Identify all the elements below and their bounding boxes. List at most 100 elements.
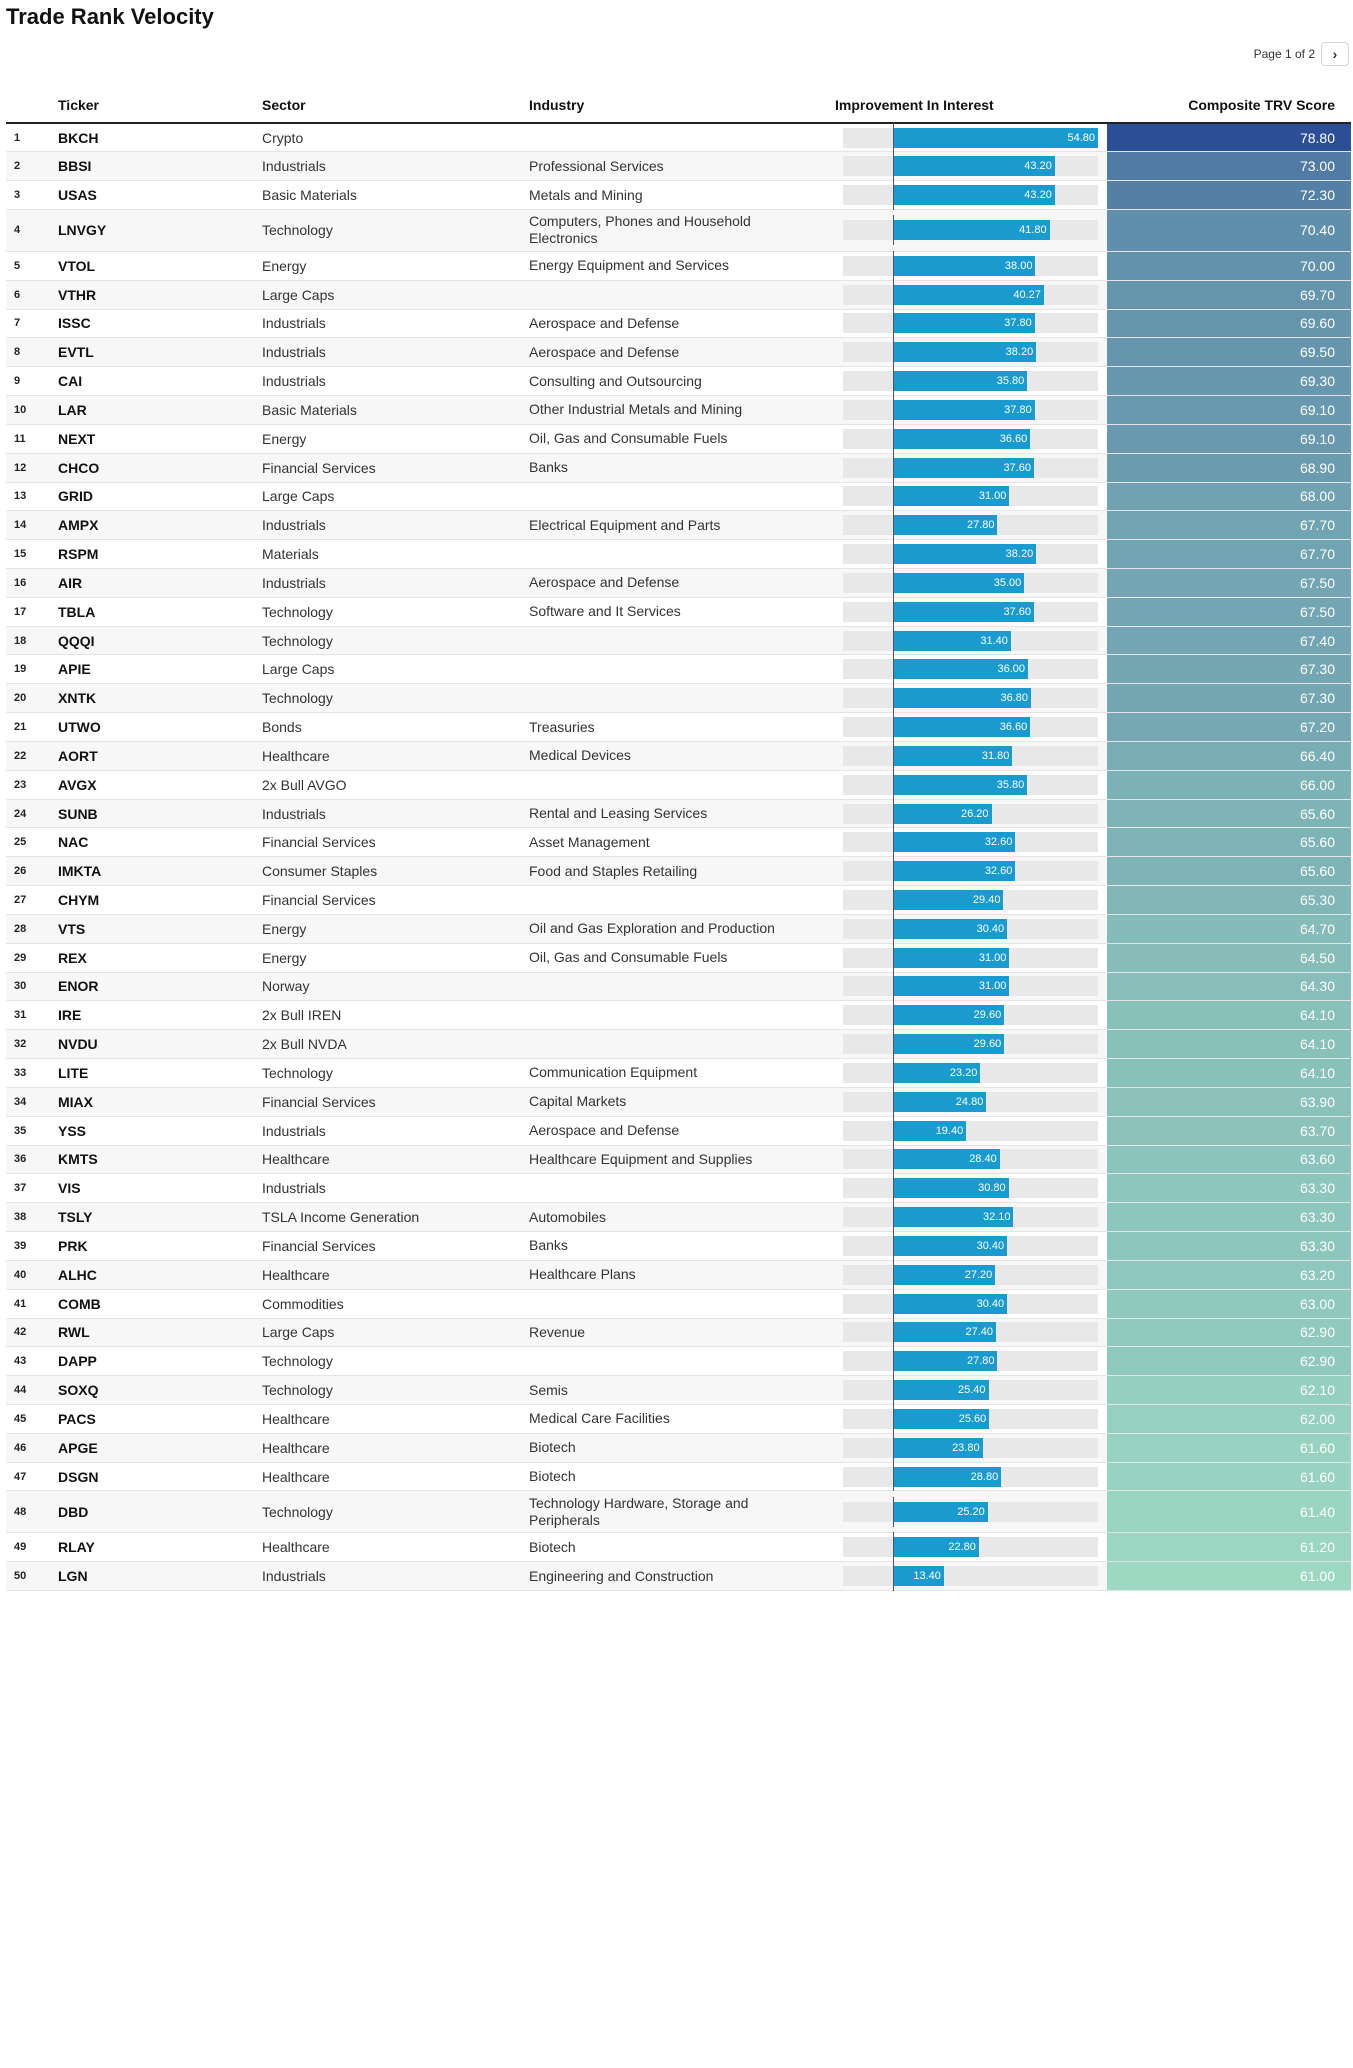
cell-ticker[interactable]: AVGX <box>58 770 262 800</box>
table-row[interactable]: 13 GRID Large Caps 31.00 68.00 <box>6 481 1351 512</box>
table-row[interactable]: 31 IRE 2x Bull IREN 29.60 64.10 <box>6 1000 1351 1031</box>
cell-ticker[interactable]: XNTK <box>58 683 262 714</box>
table-row[interactable]: 37 VIS Industrials 30.80 63.30 <box>6 1173 1351 1204</box>
header-score[interactable]: Composite TRV Score <box>1107 88 1351 124</box>
cell-ticker[interactable]: USAS <box>58 180 262 210</box>
table-row[interactable]: 36 KMTS Healthcare Healthcare Equipment and… <box>6 1144 1351 1175</box>
table-row[interactable]: 38 TSLY TSLA Income Generation Automobiles 3… <box>6 1202 1351 1233</box>
table-row[interactable]: 46 APGE Healthcare Biotech 23.80 61.60 <box>6 1432 1351 1463</box>
table-row[interactable]: 21 UTWO Bonds Treasuries 36.60 67.20 <box>6 712 1351 743</box>
table-row[interactable]: 3 USAS Basic Materials Metals and Mining 43.… <box>6 180 1351 211</box>
cell-ticker[interactable]: PRK <box>58 1231 262 1261</box>
table-row[interactable]: 5 VTOL Energy Energy Equipment and Services… <box>6 250 1351 281</box>
cell-ticker[interactable]: DSGN <box>58 1462 262 1492</box>
cell-ticker[interactable]: MIAX <box>58 1087 262 1117</box>
table-row[interactable]: 11 NEXT Energy Oil, Gas and Consumable Fuel… <box>6 423 1351 454</box>
cell-ticker[interactable]: VIS <box>58 1173 262 1204</box>
table-row[interactable]: 49 RLAY Healthcare Biotech 22.80 61.20 <box>6 1532 1351 1563</box>
cell-ticker[interactable]: DBD <box>58 1490 262 1534</box>
cell-ticker[interactable]: VTHR <box>58 280 262 310</box>
cell-ticker[interactable]: NAC <box>58 827 262 858</box>
table-row[interactable]: 20 XNTK Technology 36.80 67.30 <box>6 683 1351 714</box>
cell-ticker[interactable]: APGE <box>58 1433 262 1463</box>
cell-ticker[interactable]: ALHC <box>58 1260 262 1290</box>
table-row[interactable]: 41 COMB Commodities 30.40 63.00 <box>6 1288 1351 1319</box>
table-row[interactable]: 15 RSPM Materials 38.20 67.70 <box>6 539 1351 570</box>
table-row[interactable]: 33 LITE Technology Communication Equipment 2… <box>6 1057 1351 1088</box>
table-row[interactable]: 8 EVTL Industrials Aerospace and Defense 38.… <box>6 337 1351 368</box>
cell-ticker[interactable]: UTWO <box>58 712 262 742</box>
table-row[interactable]: 29 REX Energy Oil, Gas and Consumable Fuels… <box>6 942 1351 973</box>
cell-ticker[interactable]: CHCO <box>58 453 262 483</box>
table-row[interactable]: 12 CHCO Financial Services Banks 37.60 68.90 <box>6 452 1351 483</box>
cell-ticker[interactable]: LAR <box>58 395 262 425</box>
cell-ticker[interactable]: GRID <box>58 482 262 512</box>
cell-ticker[interactable]: LITE <box>58 1058 262 1088</box>
cell-ticker[interactable]: RWL <box>58 1318 262 1348</box>
cell-ticker[interactable]: NVDU <box>58 1029 262 1060</box>
cell-ticker[interactable]: IRE <box>58 1000 262 1031</box>
header-improvement[interactable]: Improvement In Interest <box>835 88 1107 124</box>
table-row[interactable]: 14 AMPX Industrials Electrical Equipment an… <box>6 510 1351 541</box>
header-industry[interactable]: Industry <box>529 88 835 124</box>
table-row[interactable]: 28 VTS Energy Oil and Gas Exploration and P… <box>6 913 1351 944</box>
table-row[interactable]: 26 IMKTA Consumer Staples Food and Staples … <box>6 856 1351 887</box>
cell-ticker[interactable]: BKCH <box>58 123 262 153</box>
cell-ticker[interactable]: YSS <box>58 1116 262 1146</box>
cell-ticker[interactable]: AIR <box>58 568 262 598</box>
header-sector[interactable]: Sector <box>262 88 529 124</box>
table-row[interactable]: 48 DBD Technology Technology Hardware, Stor… <box>6 1490 1351 1534</box>
next-page-button[interactable]: › <box>1321 42 1349 66</box>
table-row[interactable]: 18 QQQI Technology 31.40 67.40 <box>6 625 1351 656</box>
table-row[interactable]: 25 NAC Financial Services Asset Management 3… <box>6 827 1351 858</box>
table-row[interactable]: 17 TBLA Technology Software and It Services… <box>6 596 1351 627</box>
cell-ticker[interactable]: SUNB <box>58 799 262 829</box>
cell-ticker[interactable]: APIE <box>58 654 262 685</box>
cell-ticker[interactable]: VTOL <box>58 251 262 281</box>
table-row[interactable]: 2 BBSI Industrials Professional Services 43.… <box>6 151 1351 182</box>
cell-ticker[interactable]: AMPX <box>58 510 262 541</box>
table-row[interactable]: 6 VTHR Large Caps 40.27 69.70 <box>6 279 1351 310</box>
cell-ticker[interactable]: ENOR <box>58 972 262 1002</box>
cell-ticker[interactable]: KMTS <box>58 1145 262 1175</box>
table-row[interactable]: 23 AVGX 2x Bull AVGO 35.80 66.00 <box>6 769 1351 800</box>
table-row[interactable]: 24 SUNB Industrials Rental and Leasing Serv… <box>6 798 1351 829</box>
table-row[interactable]: 32 NVDU 2x Bull NVDA 29.60 64.10 <box>6 1029 1351 1060</box>
cell-ticker[interactable]: LNVGY <box>58 209 262 252</box>
cell-ticker[interactable]: ISSC <box>58 309 262 339</box>
cell-ticker[interactable]: REX <box>58 943 262 973</box>
cell-ticker[interactable]: LGN <box>58 1561 262 1592</box>
cell-ticker[interactable]: TBLA <box>58 597 262 627</box>
table-row[interactable]: 1 BKCH Crypto 54.80 78.80 <box>6 122 1351 153</box>
cell-ticker[interactable]: TSLY <box>58 1202 262 1233</box>
table-row[interactable]: 43 DAPP Technology 27.80 62.90 <box>6 1346 1351 1377</box>
cell-ticker[interactable]: COMB <box>58 1289 262 1319</box>
table-row[interactable]: 34 MIAX Financial Services Capital Markets 2… <box>6 1086 1351 1117</box>
cell-ticker[interactable]: RLAY <box>58 1532 262 1563</box>
table-row[interactable]: 19 APIE Large Caps 36.00 67.30 <box>6 654 1351 685</box>
cell-ticker[interactable]: IMKTA <box>58 856 262 887</box>
cell-ticker[interactable]: CAI <box>58 366 262 397</box>
table-row[interactable]: 47 DSGN Healthcare Biotech 28.80 61.60 <box>6 1461 1351 1492</box>
table-row[interactable]: 7 ISSC Industrials Aerospace and Defense 37.… <box>6 308 1351 339</box>
cell-ticker[interactable]: EVTL <box>58 337 262 368</box>
table-row[interactable]: 39 PRK Financial Services Banks 30.40 63.30 <box>6 1230 1351 1261</box>
table-row[interactable]: 16 AIR Industrials Aerospace and Defense 35.… <box>6 567 1351 598</box>
table-row[interactable]: 45 PACS Healthcare Medical Care Facilities 2… <box>6 1403 1351 1434</box>
cell-ticker[interactable]: BBSI <box>58 151 262 182</box>
table-row[interactable]: 9 CAI Industrials Consulting and Outsourcin… <box>6 366 1351 397</box>
table-row[interactable]: 30 ENOR Norway 31.00 64.30 <box>6 971 1351 1002</box>
table-row[interactable]: 27 CHYM Financial Services 29.40 65.30 <box>6 885 1351 915</box>
header-ticker[interactable]: Ticker <box>58 88 262 124</box>
cell-ticker[interactable]: PACS <box>58 1404 262 1434</box>
table-row[interactable]: 44 SOXQ Technology Semis 25.40 62.10 <box>6 1375 1351 1406</box>
cell-ticker[interactable]: QQQI <box>58 626 262 656</box>
cell-ticker[interactable]: CHYM <box>58 885 262 915</box>
cell-ticker[interactable]: NEXT <box>58 424 262 454</box>
table-row[interactable]: 4 LNVGY Technology Computers, Phones and Ho… <box>6 209 1351 252</box>
table-row[interactable]: 22 AORT Healthcare Medical Devices 31.80 66.4… <box>6 740 1351 771</box>
table-row[interactable]: 35 YSS Industrials Aerospace and Defense 19.… <box>6 1115 1351 1146</box>
cell-ticker[interactable]: AORT <box>58 741 262 771</box>
table-row[interactable]: 50 LGN Industrials Engineering and Construc… <box>6 1561 1351 1592</box>
cell-ticker[interactable]: VTS <box>58 914 262 944</box>
